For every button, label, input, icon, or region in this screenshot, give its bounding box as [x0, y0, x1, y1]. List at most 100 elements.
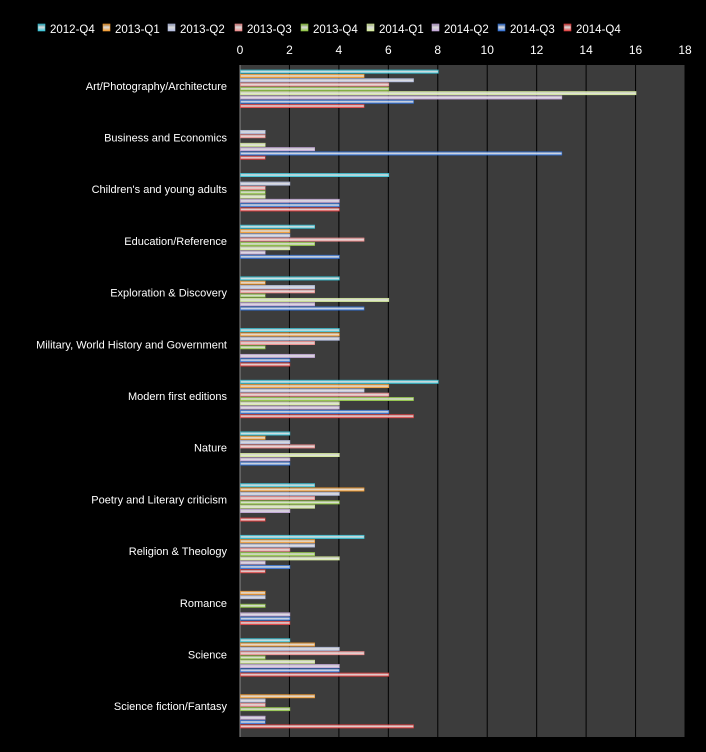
bar: [240, 207, 340, 212]
legend-label: 2014-Q2: [444, 24, 489, 36]
bar: [240, 341, 315, 345]
legend-item: 2013-Q4: [300, 23, 358, 36]
y-axis: Art/Photography/Architecture Business and…: [36, 81, 227, 713]
bar: [240, 173, 390, 177]
bar: [240, 595, 266, 600]
category-label: Religion & Theology: [129, 546, 228, 558]
legend-item: 2013-Q1: [102, 23, 160, 36]
legend-swatch: [431, 23, 440, 32]
bar: [240, 99, 414, 104]
legend-item: 2013-Q3: [234, 23, 292, 36]
legend-swatch: [37, 23, 46, 32]
x-tick-label: 18: [678, 43, 692, 57]
legend-item: 2014-Q3: [497, 23, 555, 36]
bar: [240, 409, 390, 414]
bar: [240, 190, 266, 195]
bar-series: [240, 69, 637, 729]
bar: [240, 181, 291, 186]
bar: [240, 715, 266, 720]
bar: [240, 328, 340, 333]
legend-item: 2014-Q1: [366, 23, 424, 36]
bar: [240, 203, 340, 208]
bar: [240, 565, 291, 569]
bar: [240, 590, 266, 595]
bar: [240, 496, 315, 501]
bar: [240, 147, 315, 152]
bar: [240, 78, 414, 83]
legend-swatch: [234, 23, 243, 32]
legend-label: 2014-Q4: [576, 24, 621, 36]
legend-item: 2013-Q2: [167, 23, 225, 36]
bar: [240, 461, 291, 466]
bar: [240, 82, 390, 87]
legend-swatch: [102, 23, 111, 32]
bar: [240, 603, 266, 608]
category-label: Modern first editions: [128, 391, 228, 403]
bar: [240, 651, 365, 656]
x-axis: 0 2 4 6 8 10 12 14 16 18: [237, 43, 692, 57]
category-label: Poetry and Literary criticism: [91, 494, 227, 506]
bar: [240, 491, 340, 496]
legend-item: 2014-Q2: [431, 23, 489, 36]
bar: [240, 500, 340, 505]
bar: [240, 453, 340, 457]
bar: [240, 280, 266, 285]
bar: [240, 401, 340, 406]
bar: [240, 297, 390, 302]
legend-item: 2012-Q4: [37, 23, 95, 36]
bar: [240, 431, 291, 436]
bar: [240, 358, 291, 363]
bar: [240, 504, 315, 509]
bar: [240, 384, 390, 389]
bar: [240, 694, 315, 699]
bar: [240, 642, 315, 647]
bar: [240, 241, 315, 246]
bar: [240, 435, 266, 440]
bar: [240, 556, 340, 561]
bar: [240, 345, 266, 350]
bar: [240, 302, 315, 307]
bar: [240, 276, 340, 281]
legend-label: 2013-Q1: [115, 24, 160, 36]
bar: [240, 104, 365, 108]
gridlines: [239, 65, 686, 737]
bar: [240, 405, 340, 410]
legend-label: 2013-Q4: [313, 24, 358, 36]
bar: [240, 224, 315, 229]
bar: [240, 552, 315, 557]
bar: [240, 293, 266, 298]
bar: [240, 547, 291, 552]
legend-swatch: [366, 23, 375, 32]
plot-area: [240, 65, 685, 737]
bar: [240, 724, 414, 729]
bar: [240, 668, 340, 673]
bar: [240, 720, 266, 725]
bar: [240, 483, 315, 488]
category-label: Science fiction/Fantasy: [114, 701, 228, 713]
legend-label: 2014-Q1: [379, 24, 424, 36]
x-tick-label: 10: [481, 43, 495, 57]
category-label: Romance: [180, 598, 227, 610]
bar: [240, 353, 315, 358]
legend-swatch: [563, 23, 572, 32]
bar: [240, 388, 365, 393]
bar: [240, 155, 266, 160]
category-label: Exploration & Discovery: [110, 288, 227, 300]
legend-swatch: [497, 23, 506, 32]
bar: [240, 134, 266, 139]
bar: [240, 129, 266, 134]
bar: [240, 543, 315, 548]
bar: [240, 672, 390, 677]
chart-legend: 2012-Q4 2013-Q1 2013-Q2 2013-Q3 2013-Q4 2014-…: [37, 23, 621, 36]
bar: [240, 73, 365, 78]
x-tick-label: 4: [336, 43, 343, 57]
bar: [240, 336, 340, 341]
bar: [240, 707, 291, 712]
bar: [240, 646, 340, 651]
bar: [240, 332, 340, 337]
bar: [240, 246, 291, 251]
bar: [240, 616, 291, 621]
category-label: Art/Photography/Architecture: [86, 81, 227, 93]
bar: [240, 655, 266, 660]
